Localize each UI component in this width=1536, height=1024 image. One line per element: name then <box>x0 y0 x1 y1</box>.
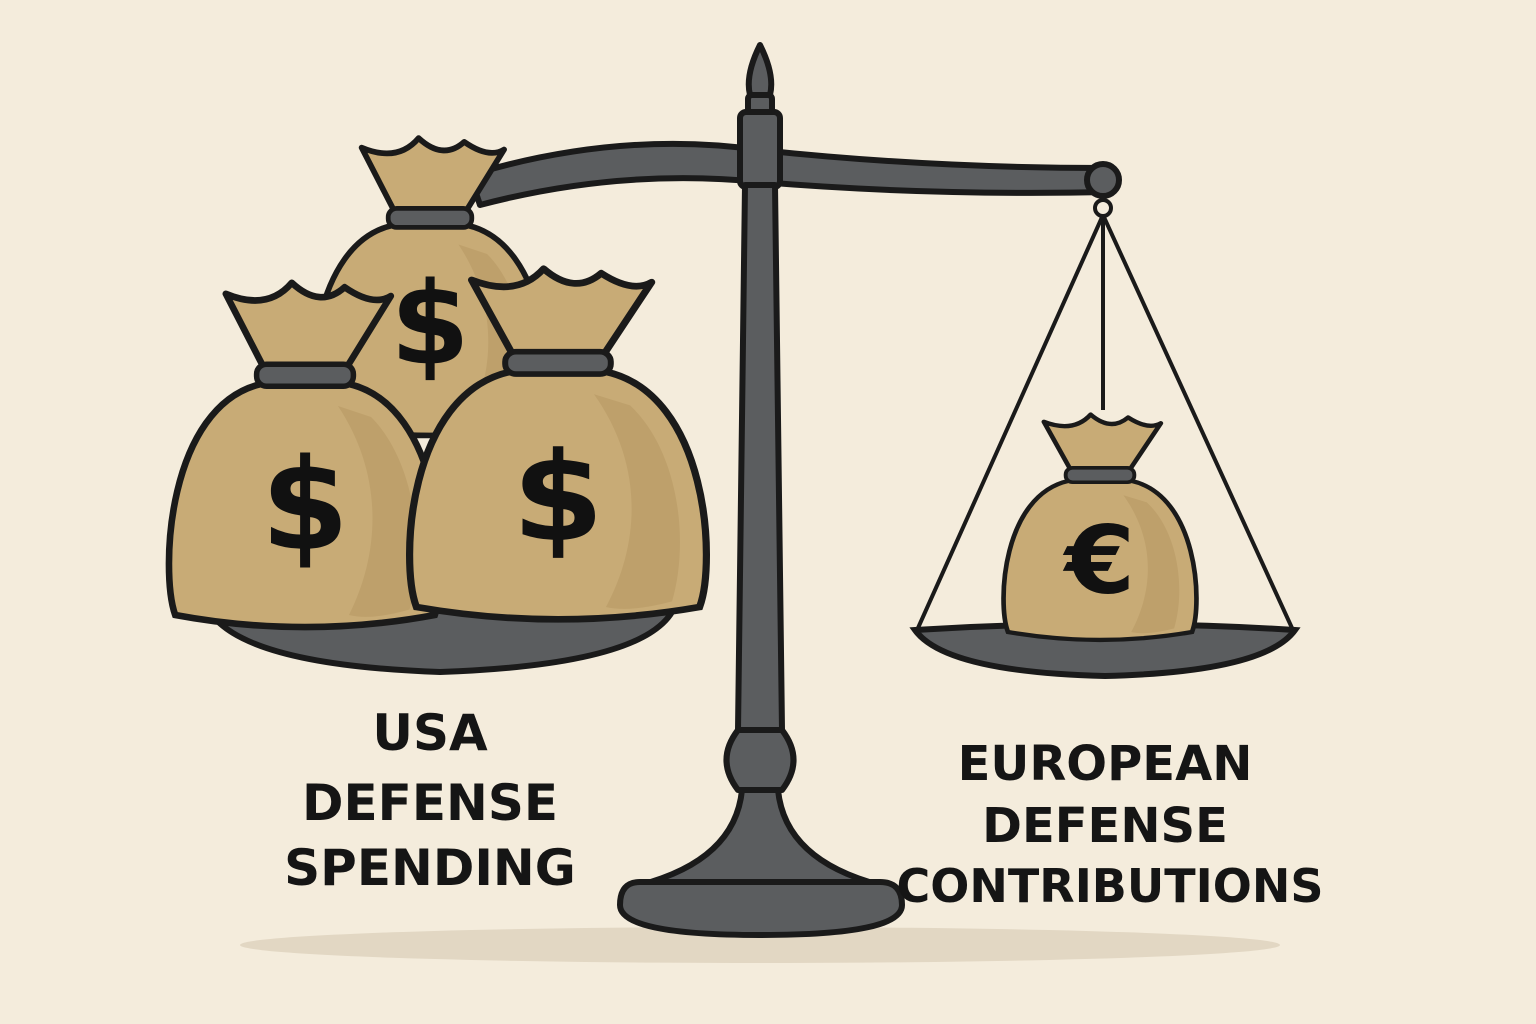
dollar-sign-icon: $ <box>390 257 469 390</box>
beam-end-knob <box>1084 161 1122 199</box>
scale-pillar <box>617 42 905 938</box>
pan-strings <box>916 198 1294 629</box>
label-line: DEFENSE <box>982 798 1228 854</box>
label-line: USA <box>372 704 488 762</box>
label-line: SPENDING <box>284 839 576 897</box>
label-line: CONTRIBUTIONS <box>897 859 1324 913</box>
euro-sign-icon: € <box>1063 506 1136 615</box>
label-line: DEFENSE <box>302 774 558 832</box>
usa-money-bag-right: $ <box>410 269 707 620</box>
dollar-sign-icon: $ <box>512 426 604 570</box>
usa-label: USA DEFENSE SPENDING <box>284 704 576 897</box>
usa-money-bag-back: $ <box>313 138 548 435</box>
ground-shadow <box>240 927 1280 963</box>
usa-money-bag-left: $ <box>169 283 441 627</box>
euro-money-bag: € <box>1004 415 1197 640</box>
scale-beam <box>467 140 1113 208</box>
european-label: EUROPEAN DEFENSE CONTRIBUTIONS <box>897 736 1324 913</box>
dollar-sign-icon: $ <box>261 432 349 579</box>
label-line: EUROPEAN <box>958 736 1253 792</box>
